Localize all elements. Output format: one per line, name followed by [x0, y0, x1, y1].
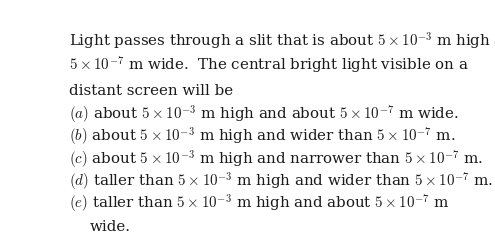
Text: $(d)$ taller than $5 \times 10^{-3}$ m high and wider than $5 \times 10^{-7}$ m.: $(d)$ taller than $5 \times 10^{-3}$ m h…: [69, 171, 493, 193]
Text: distant screen will be: distant screen will be: [69, 84, 233, 98]
Text: $(b)$ about $5 \times 10^{-3}$ m high and wider than $5 \times 10^{-7}$ m.: $(b)$ about $5 \times 10^{-3}$ m high an…: [69, 126, 455, 148]
Text: $5 \times 10^{-7}$ m wide.  The central bright light visible on a: $5 \times 10^{-7}$ m wide. The central b…: [69, 55, 468, 76]
Text: wide.: wide.: [90, 220, 131, 233]
Text: $(e)$ taller than $5 \times 10^{-3}$ m high and about $5 \times 10^{-7}$ m: $(e)$ taller than $5 \times 10^{-3}$ m h…: [69, 193, 449, 216]
Text: $(a)$ about $5 \times 10^{-3}$ m high and about $5 \times 10^{-7}$ m wide.: $(a)$ about $5 \times 10^{-3}$ m high an…: [69, 104, 458, 126]
Text: Light passes through a slit that is about $5 \times 10^{-3}$ m high and: Light passes through a slit that is abou…: [69, 31, 495, 52]
Text: $(c)$ about $5 \times 10^{-3}$ m high and narrower than $5 \times 10^{-7}$ m.: $(c)$ about $5 \times 10^{-3}$ m high an…: [69, 149, 483, 171]
